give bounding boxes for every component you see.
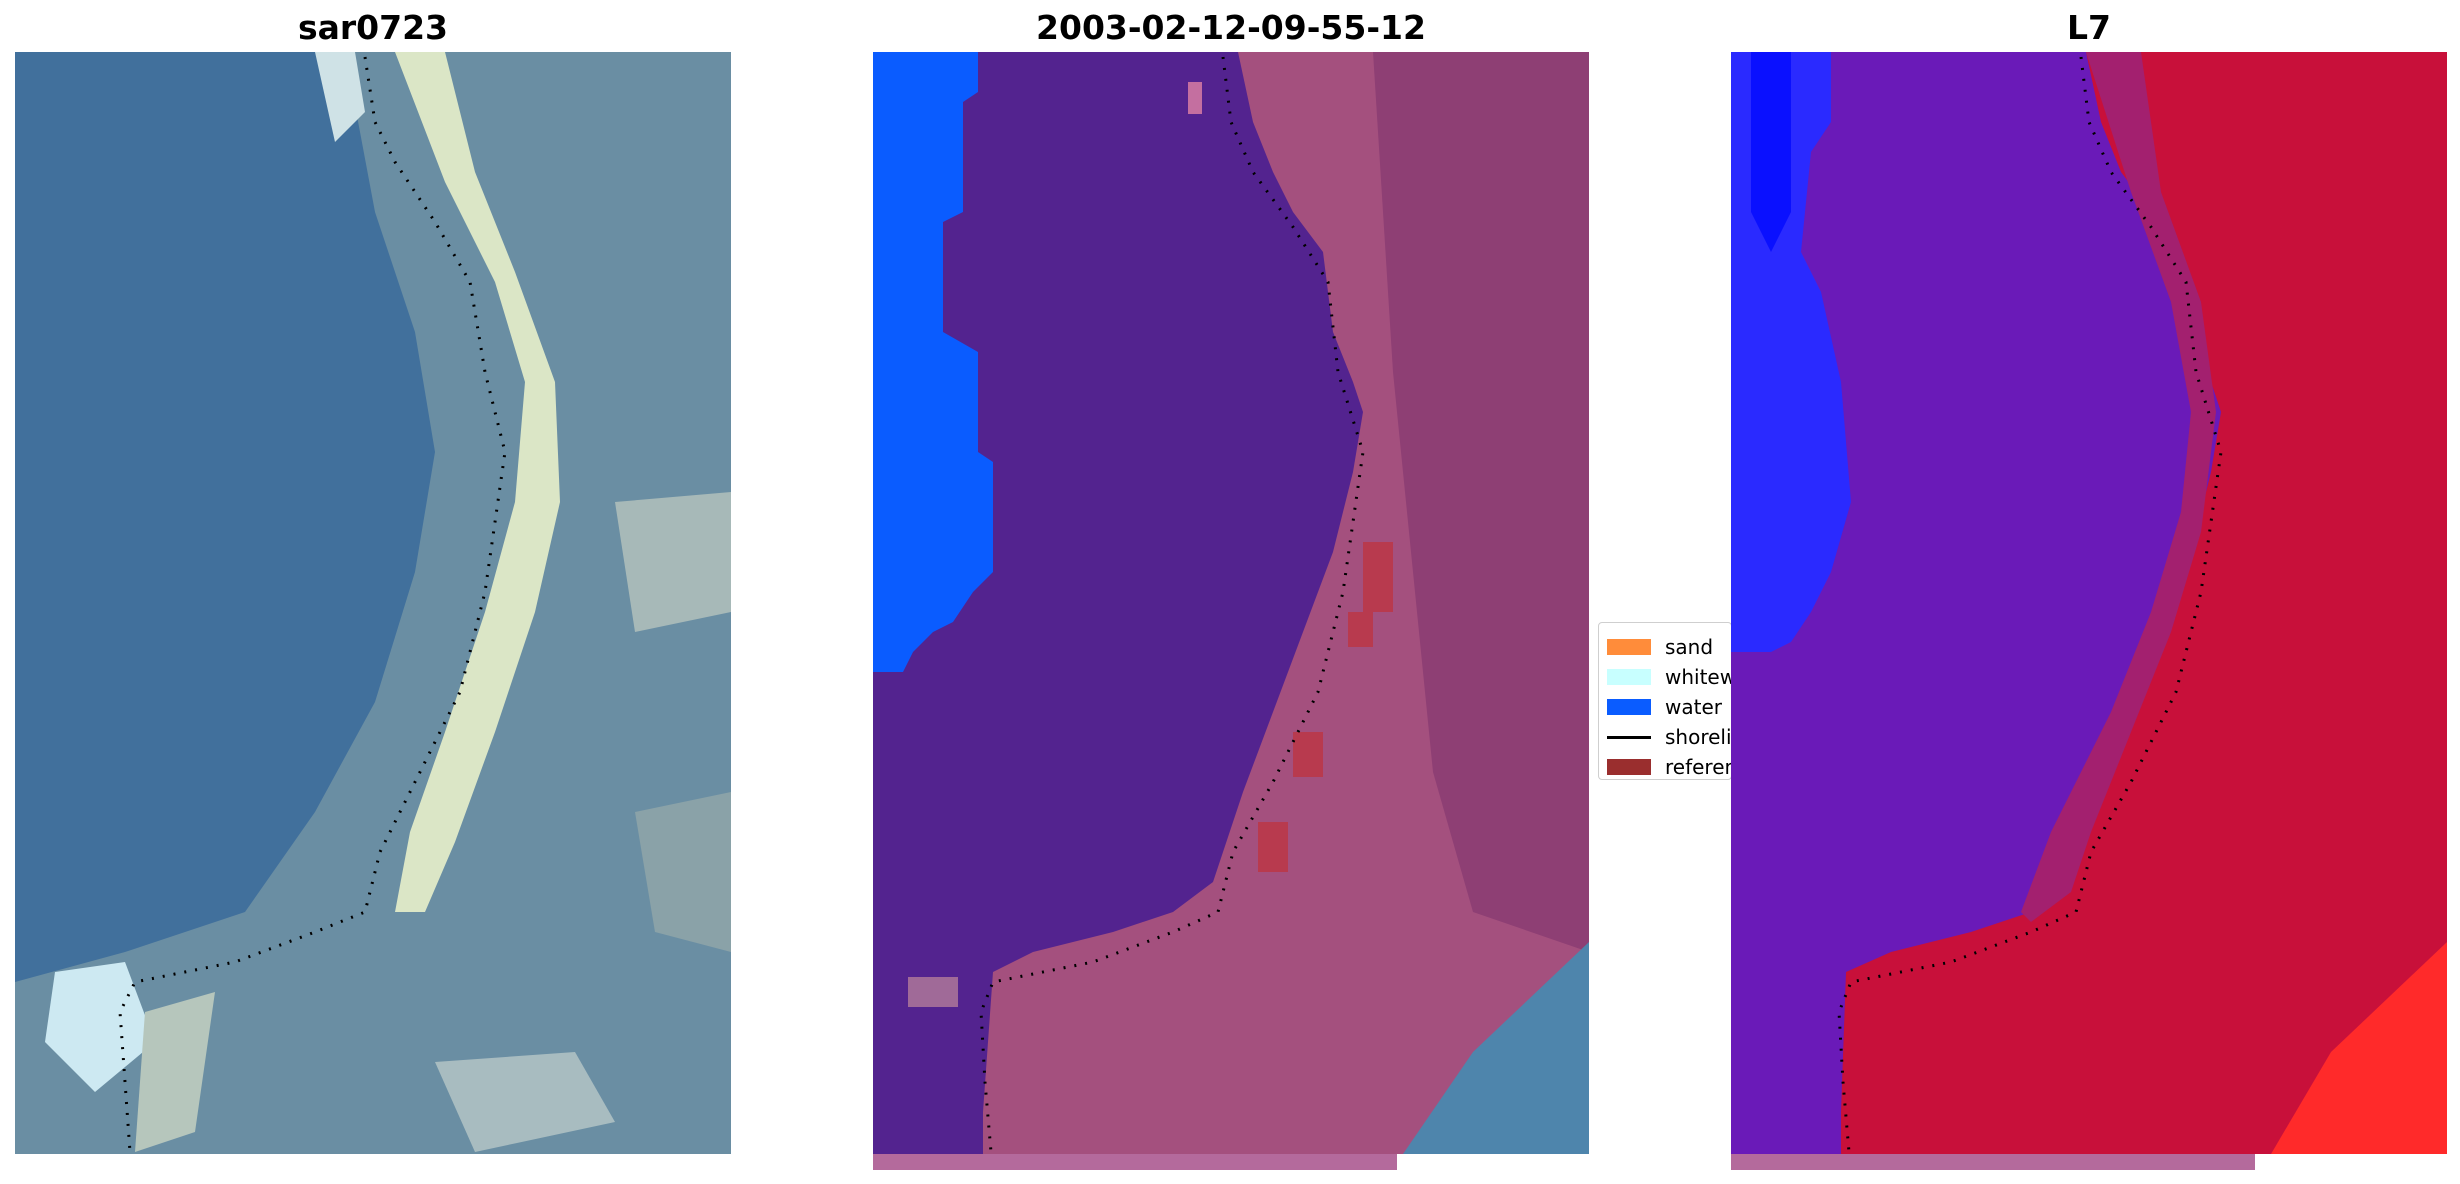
panel-title-l7: L7 <box>2067 8 2111 47</box>
classification-image <box>873 52 1589 1154</box>
legend-swatch-reference <box>1607 759 1651 775</box>
legend-item-reference: reference <box>1607 753 1731 779</box>
legend-line-shoreline <box>1607 735 1651 739</box>
legend-swatch-water <box>1607 699 1651 715</box>
legend-swatch-sand <box>1607 639 1651 655</box>
legend-item-water: water <box>1607 693 1722 721</box>
legend-item-shoreline: shoreline <box>1607 723 1732 751</box>
legend-label-shoreline: shoreline <box>1665 725 1732 749</box>
panel-title-date: 2003-02-12-09-55-12 <box>1036 8 1426 47</box>
legend-label-reference: reference <box>1665 755 1731 779</box>
bottom-strip-l7 <box>1731 1154 2255 1170</box>
legend-item-sand: sand <box>1607 633 1713 661</box>
classification-svg <box>873 52 1589 1154</box>
legend-label-sand: sand <box>1665 635 1714 659</box>
legend-swatch-whitewater <box>1607 669 1651 685</box>
rgb-image-svg <box>15 52 731 1154</box>
bottom-strip <box>873 1154 1397 1170</box>
panel-title-rgb: sar0723 <box>297 8 449 47</box>
index-svg <box>1731 52 2447 1154</box>
legend-label-water: water <box>1665 695 1722 719</box>
rgb-satellite-image <box>15 52 731 1154</box>
index-image <box>1731 52 2447 1154</box>
